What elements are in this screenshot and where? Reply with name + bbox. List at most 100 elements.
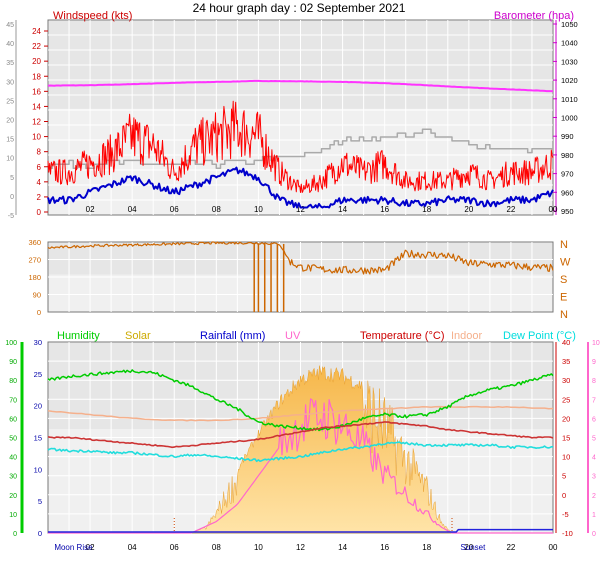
wind-x-tick-label: 20 — [464, 205, 473, 214]
temp-tick-label: -10 — [562, 529, 573, 538]
wind-tick-label: 8 — [37, 148, 42, 157]
wind-tick-label: 16 — [32, 87, 41, 96]
uv-tick-label: 2 — [592, 493, 596, 500]
legend-indoor: Indoor — [451, 330, 483, 342]
wind-speed-line — [47, 166, 554, 209]
baro-tick-label: 990 — [561, 132, 574, 141]
uv-tick-label: 0 — [592, 531, 596, 538]
humidity-tick-label: 20 — [9, 493, 17, 500]
wind-tick-label: 22 — [32, 42, 41, 51]
wind-direction-line — [47, 241, 554, 275]
wind-x-tick-label: 00 — [549, 205, 558, 214]
temp-x-tick-label: 16 — [380, 543, 389, 552]
rain-tick-label: 15 — [34, 434, 42, 443]
wind-tick-label: 10 — [32, 133, 41, 142]
temp-x-tick-label: 20 — [464, 543, 473, 552]
outer-tick-label: 15 — [6, 137, 14, 144]
legend-solar: Solar — [125, 330, 151, 342]
direction-tick-label: 0 — [37, 308, 41, 317]
temp-tick-label: 35 — [562, 357, 570, 366]
wind-x-tick-label: 10 — [254, 205, 263, 214]
wind-x-tick-label: 12 — [296, 205, 305, 214]
wind-x-tick-label: 18 — [422, 205, 431, 214]
temp-tick-label: -5 — [562, 510, 569, 519]
baro-tick-label: 1050 — [561, 20, 578, 29]
temp-x-tick-label: 06 — [170, 543, 179, 552]
temp-x-tick-label: 14 — [338, 543, 347, 552]
compass-tick-label: N — [560, 239, 568, 251]
wind-tick-label: 12 — [32, 118, 41, 127]
temp-x-tick-label: 22 — [506, 543, 515, 552]
uv-tick-label: 8 — [592, 378, 596, 385]
outer-tick-label: 45 — [6, 22, 14, 29]
wind-gust-line — [47, 100, 554, 193]
rain-tick-label: 25 — [34, 370, 42, 379]
uv-tick-label: 7 — [592, 397, 596, 404]
direction-tick-label: 180 — [28, 273, 41, 282]
uv-tick-label: 9 — [592, 359, 596, 366]
baro-tick-label: 950 — [561, 207, 574, 216]
compass-tick-label: E — [560, 292, 567, 304]
legend-humidity: Humidity — [57, 330, 100, 342]
wind-x-tick-label: 14 — [338, 205, 347, 214]
wind-tick-label: 24 — [32, 27, 41, 36]
baro-tick-label: 1040 — [561, 39, 578, 48]
temp-tick-label: 5 — [562, 472, 566, 481]
wind-x-tick-label: 02 — [86, 205, 95, 214]
uv-tick-label: 5 — [592, 436, 596, 443]
wind-x-tick-label: 08 — [212, 205, 221, 214]
wind-tick-label: 6 — [37, 163, 42, 172]
moon-rise-label: Moon Rise — [54, 543, 93, 552]
rain-tick-label: 10 — [34, 465, 42, 474]
humidity-tick-label: 100 — [5, 340, 17, 347]
compass-tick-label: W — [560, 257, 571, 269]
temp-tick-label: 30 — [562, 376, 570, 385]
wind-tick-label: 2 — [37, 193, 42, 202]
temp-x-tick-label: 00 — [549, 543, 558, 552]
baro-tick-label: 970 — [561, 170, 574, 179]
humidity-line — [47, 369, 554, 432]
temp-x-tick-label: 02 — [86, 543, 95, 552]
temp-x-tick-label: 04 — [128, 543, 137, 552]
rain-tick-label: 5 — [38, 497, 42, 506]
uv-tick-label: 6 — [592, 416, 596, 423]
temp-tick-label: 15 — [562, 434, 570, 443]
baro-tick-label: 960 — [561, 188, 574, 197]
humidity-tick-label: 40 — [9, 455, 17, 462]
humidity-tick-label: 50 — [9, 436, 17, 443]
wind-x-tick-label: 22 — [506, 205, 515, 214]
outer-tick-label: -5 — [8, 213, 14, 220]
baro-tick-label: 1030 — [561, 57, 578, 66]
humidity-tick-label: 90 — [9, 359, 17, 366]
dew-point-line — [47, 441, 553, 463]
sunset-label: Sunset — [460, 543, 486, 552]
baro-tick-label: 1010 — [561, 95, 578, 104]
uv-tick-label: 4 — [592, 455, 596, 462]
temp-tick-label: 25 — [562, 395, 570, 404]
uv-tick-label: 1 — [592, 512, 596, 519]
wind-x-tick-label: 04 — [128, 205, 137, 214]
outer-tick-label: 40 — [6, 41, 14, 48]
wind-tick-label: 20 — [32, 57, 41, 66]
outer-tick-label: 0 — [10, 194, 14, 201]
barometer-axis-label: Barometer (hpa) — [494, 10, 574, 22]
humidity-tick-label: 30 — [9, 474, 17, 481]
temp-tick-label: 10 — [562, 453, 570, 462]
legend-rainfall-mm-: Rainfall (mm) — [200, 330, 265, 342]
grey-trend-line — [48, 128, 553, 169]
humidity-tick-label: 60 — [9, 416, 17, 423]
wind-tick-label: 18 — [32, 72, 41, 81]
direction-tick-label: 90 — [33, 291, 41, 300]
humidity-tick-label: 80 — [9, 378, 17, 385]
wind-tick-label: 14 — [32, 102, 41, 111]
page-title: 24 hour graph day : 02 September 2021 — [193, 1, 406, 15]
legend-uv: UV — [285, 330, 301, 342]
uv-tick-label: 10 — [592, 340, 600, 347]
temp-x-tick-label: 08 — [212, 543, 221, 552]
temp-tick-label: 40 — [562, 338, 570, 347]
temp-tick-label: 0 — [562, 491, 566, 500]
humidity-tick-label: 10 — [9, 512, 17, 519]
indoor-temp-line — [47, 405, 554, 422]
wind-x-tick-label: 06 — [170, 205, 179, 214]
